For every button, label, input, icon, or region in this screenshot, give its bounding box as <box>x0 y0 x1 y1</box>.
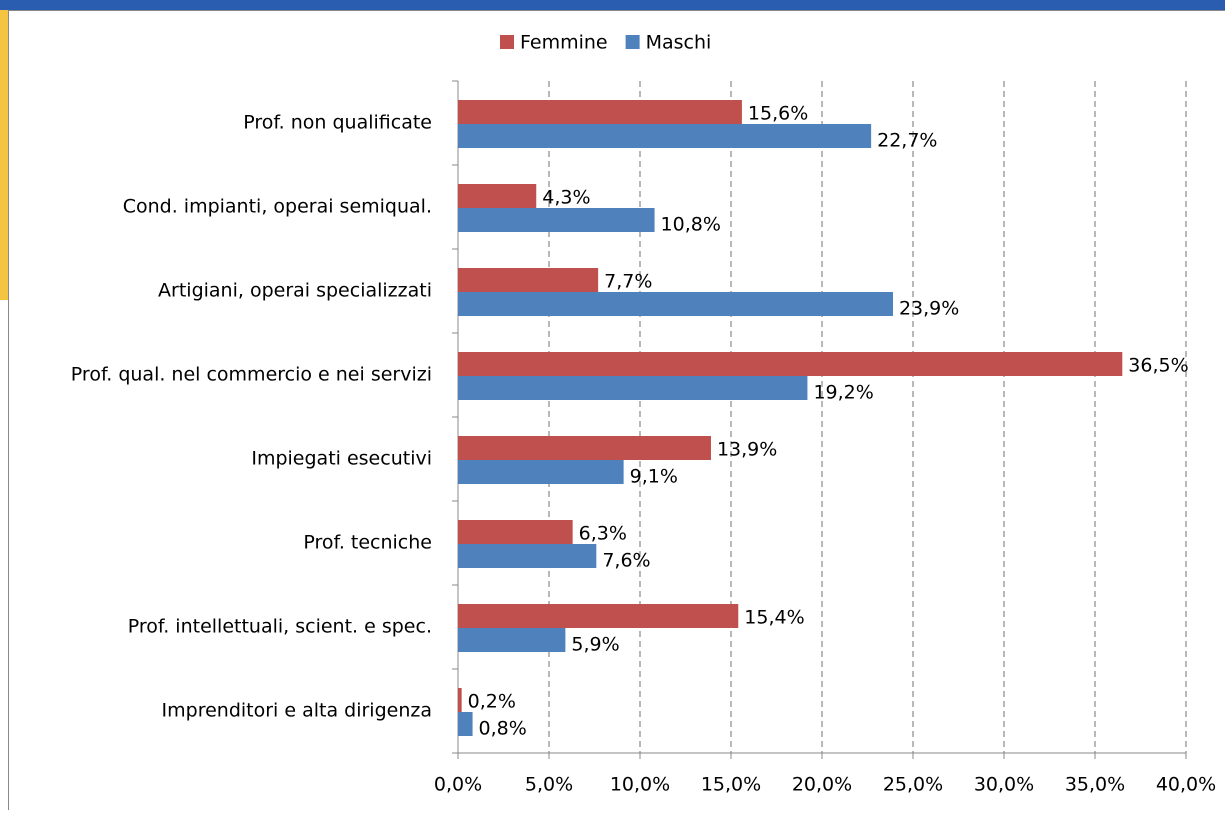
y-tick-label: Imprenditori e alta dirigenza <box>162 700 432 722</box>
x-tick-label: 30,0% <box>974 774 1034 796</box>
bar <box>458 604 738 628</box>
data-label: 6,3% <box>579 523 627 545</box>
x-tick-label: 20,0% <box>792 774 852 796</box>
data-label: 15,4% <box>744 607 804 629</box>
bar <box>458 352 1122 376</box>
bar <box>458 436 711 460</box>
top-band <box>0 0 1225 10</box>
x-tick-label: 0,0% <box>434 774 482 796</box>
bar <box>458 688 462 712</box>
legend-swatch <box>500 35 514 49</box>
side-band <box>0 10 8 300</box>
bar <box>458 460 624 484</box>
bar <box>458 184 536 208</box>
data-label: 0,2% <box>468 691 516 713</box>
x-tick-label: 25,0% <box>883 774 943 796</box>
y-tick-label: Artigiani, operai specializzati <box>158 280 432 302</box>
x-tick-label: 40,0% <box>1156 774 1216 796</box>
bar <box>458 268 598 292</box>
bar <box>458 712 473 736</box>
legend-label: Femmine <box>520 32 608 54</box>
legend-label: Maschi <box>646 32 712 54</box>
legend-swatch <box>626 35 640 49</box>
bar <box>458 292 893 316</box>
bar <box>458 100 742 124</box>
data-label: 7,6% <box>602 550 650 572</box>
y-tick-label: Prof. qual. nel commercio e nei servizi <box>71 364 432 386</box>
data-label: 9,1% <box>630 466 678 488</box>
bar <box>458 628 565 652</box>
bar <box>458 124 871 148</box>
x-tick-label: 35,0% <box>1065 774 1125 796</box>
x-tick-label: 5,0% <box>525 774 573 796</box>
data-label: 5,9% <box>571 634 619 656</box>
data-label: 10,8% <box>661 214 721 236</box>
data-label: 15,6% <box>748 103 808 125</box>
y-tick-label: Prof. intellettuali, scient. e spec. <box>128 616 432 638</box>
y-tick-label: Cond. impianti, operai semiqual. <box>123 196 432 218</box>
data-label: 22,7% <box>877 130 937 152</box>
y-tick-label: Prof. non qualificate <box>243 112 432 134</box>
data-label: 0,8% <box>479 718 527 740</box>
x-tick-label: 10,0% <box>610 774 670 796</box>
y-tick-label: Impiegati esecutivi <box>251 448 432 470</box>
data-label: 4,3% <box>542 187 590 209</box>
data-label: 23,9% <box>899 298 959 320</box>
x-tick-label: 15,0% <box>701 774 761 796</box>
bar <box>458 544 596 568</box>
data-label: 36,5% <box>1128 355 1188 377</box>
data-label: 19,2% <box>813 382 873 404</box>
data-label: 13,9% <box>717 439 777 461</box>
bar <box>458 520 573 544</box>
y-tick-label: Prof. tecniche <box>303 532 432 554</box>
data-label: 7,7% <box>604 271 652 293</box>
bar <box>458 376 807 400</box>
bar <box>458 208 655 232</box>
